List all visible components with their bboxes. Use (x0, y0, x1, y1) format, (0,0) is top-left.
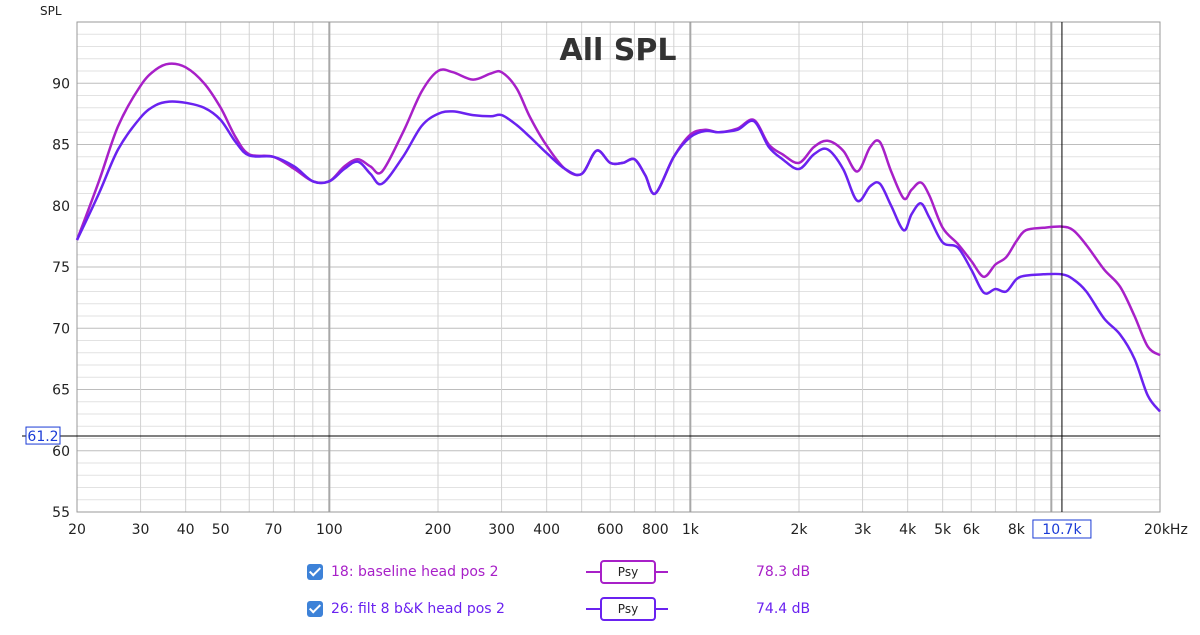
x-tick-label: 200 (425, 522, 452, 538)
y-tick-label: 55 (52, 505, 70, 521)
y-tick-label: 65 (52, 383, 70, 399)
x-tick-label: 70 (264, 522, 282, 538)
x-tick-label: 4k (899, 522, 917, 538)
x-tick-label: 800 (642, 522, 669, 538)
legend-label-baseline: 18: baseline head pos 2 (331, 564, 499, 580)
filt8-checkbox[interactable] (307, 601, 323, 617)
chart-grid (77, 22, 1160, 512)
smoothing-label-filt8: Psy (600, 597, 656, 621)
legend-row-baseline: 18: baseline head pos 2 Psy 78.3 dB (307, 560, 810, 584)
chart-title: All SPL (560, 33, 677, 68)
smoothing-button-baseline[interactable]: Psy (586, 560, 668, 584)
x-tick-label: 40 (177, 522, 195, 538)
x-tick-label: 1k (682, 522, 700, 538)
y-tick-label: 60 (52, 444, 70, 460)
cursor-x-label-box (1032, 519, 1092, 539)
series-lines (75, 62, 1161, 413)
x-tick-label: 2k (790, 522, 808, 538)
x-tick-label: 5k (934, 522, 952, 538)
x-tick-label: 30 (132, 522, 150, 538)
x-tick-label: 20 (68, 522, 86, 538)
cursor[interactable]: 61.2 10.7k (22, 22, 1160, 539)
x-tick-label: 3k (854, 522, 872, 538)
x-tick-label: 100 (316, 522, 343, 538)
plot-frame (76, 21, 1161, 513)
series-line-filt8 (75, 100, 1161, 413)
y-tick-label: 85 (52, 138, 70, 154)
smoothing-button-filt8[interactable]: Psy (586, 597, 668, 621)
x-tick-labels: 20 30 40 50 70 100 200 300 400 600 800 1k 2k 3k 4k 5k 6k… (68, 522, 1188, 538)
x-tick-label: 6k (963, 522, 981, 538)
y-tick-label: 90 (52, 76, 70, 92)
smoothing-label-baseline: Psy (600, 560, 656, 584)
y-tick-labels: 55 60 65 70 75 80 85 90 (52, 76, 70, 521)
cursor-x-label: 10.7k (1042, 522, 1082, 538)
x-tick-label: 400 (533, 522, 560, 538)
y-tick-label: 75 (52, 260, 70, 276)
legend-row-filt8: 26: filt 8 b&K head pos 2 Psy 74.4 dB (307, 597, 810, 621)
y-tick-label: 70 (52, 321, 70, 337)
baseline-checkbox[interactable] (307, 564, 323, 580)
cursor-y-label: 61.2 (27, 429, 58, 445)
x-tick-label: 600 (597, 522, 624, 538)
legend-value-baseline: 78.3 dB (756, 564, 811, 580)
legend-value-filt8: 74.4 dB (756, 601, 811, 617)
y-tick-label: 80 (52, 199, 70, 215)
y-axis-label: SPL (40, 4, 62, 18)
x-tick-label: 8k (1008, 522, 1026, 538)
x-tick-label: 20kHz (1144, 522, 1188, 538)
cursor-y-label-box (25, 426, 61, 445)
x-tick-label: 300 (488, 522, 515, 538)
legend-label-filt8: 26: filt 8 b&K head pos 2 (331, 601, 505, 617)
x-tick-label: 50 (212, 522, 230, 538)
